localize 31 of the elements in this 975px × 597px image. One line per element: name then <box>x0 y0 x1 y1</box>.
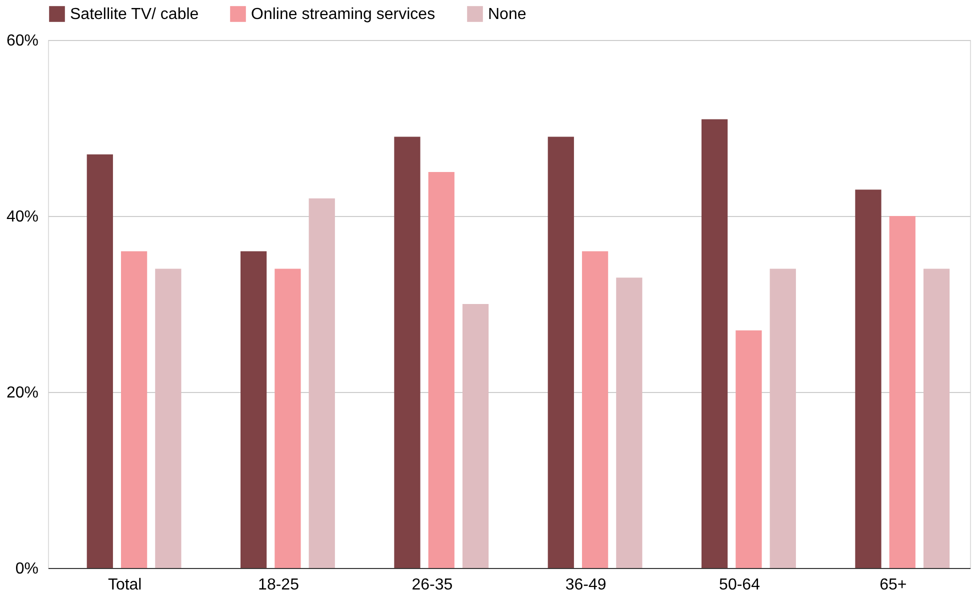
y-tick-label: 60% <box>6 32 38 50</box>
bar <box>394 136 420 568</box>
y-tick-label: 0% <box>15 560 38 578</box>
bar <box>770 268 796 568</box>
bar <box>582 251 608 568</box>
x-tick-label: Total <box>108 576 142 594</box>
bar <box>462 304 489 568</box>
bar <box>120 251 148 568</box>
bar <box>702 119 728 568</box>
bar <box>428 172 454 568</box>
bar <box>274 268 301 568</box>
bar <box>616 278 642 568</box>
bar <box>889 216 916 568</box>
x-tick-label: 36-49 <box>565 576 606 594</box>
x-tick-label: 65+ <box>880 576 907 594</box>
bar <box>308 198 335 568</box>
x-tick-label: 18-25 <box>258 576 300 594</box>
bar <box>86 154 113 568</box>
x-tick-label: 26-35 <box>412 576 453 594</box>
bar <box>923 268 950 568</box>
bar <box>855 190 882 568</box>
y-tick-label: 40% <box>6 208 38 226</box>
legend-label: None <box>488 6 526 23</box>
legend-label: Satellite TV/ cable <box>70 6 199 23</box>
x-tick-label: 50-64 <box>719 576 760 594</box>
legend-label: Online streaming services <box>251 6 436 23</box>
y-tick-label: 20% <box>6 384 38 402</box>
bar <box>736 330 762 568</box>
bar <box>155 268 182 568</box>
bar <box>240 251 267 568</box>
bar <box>548 136 574 568</box>
